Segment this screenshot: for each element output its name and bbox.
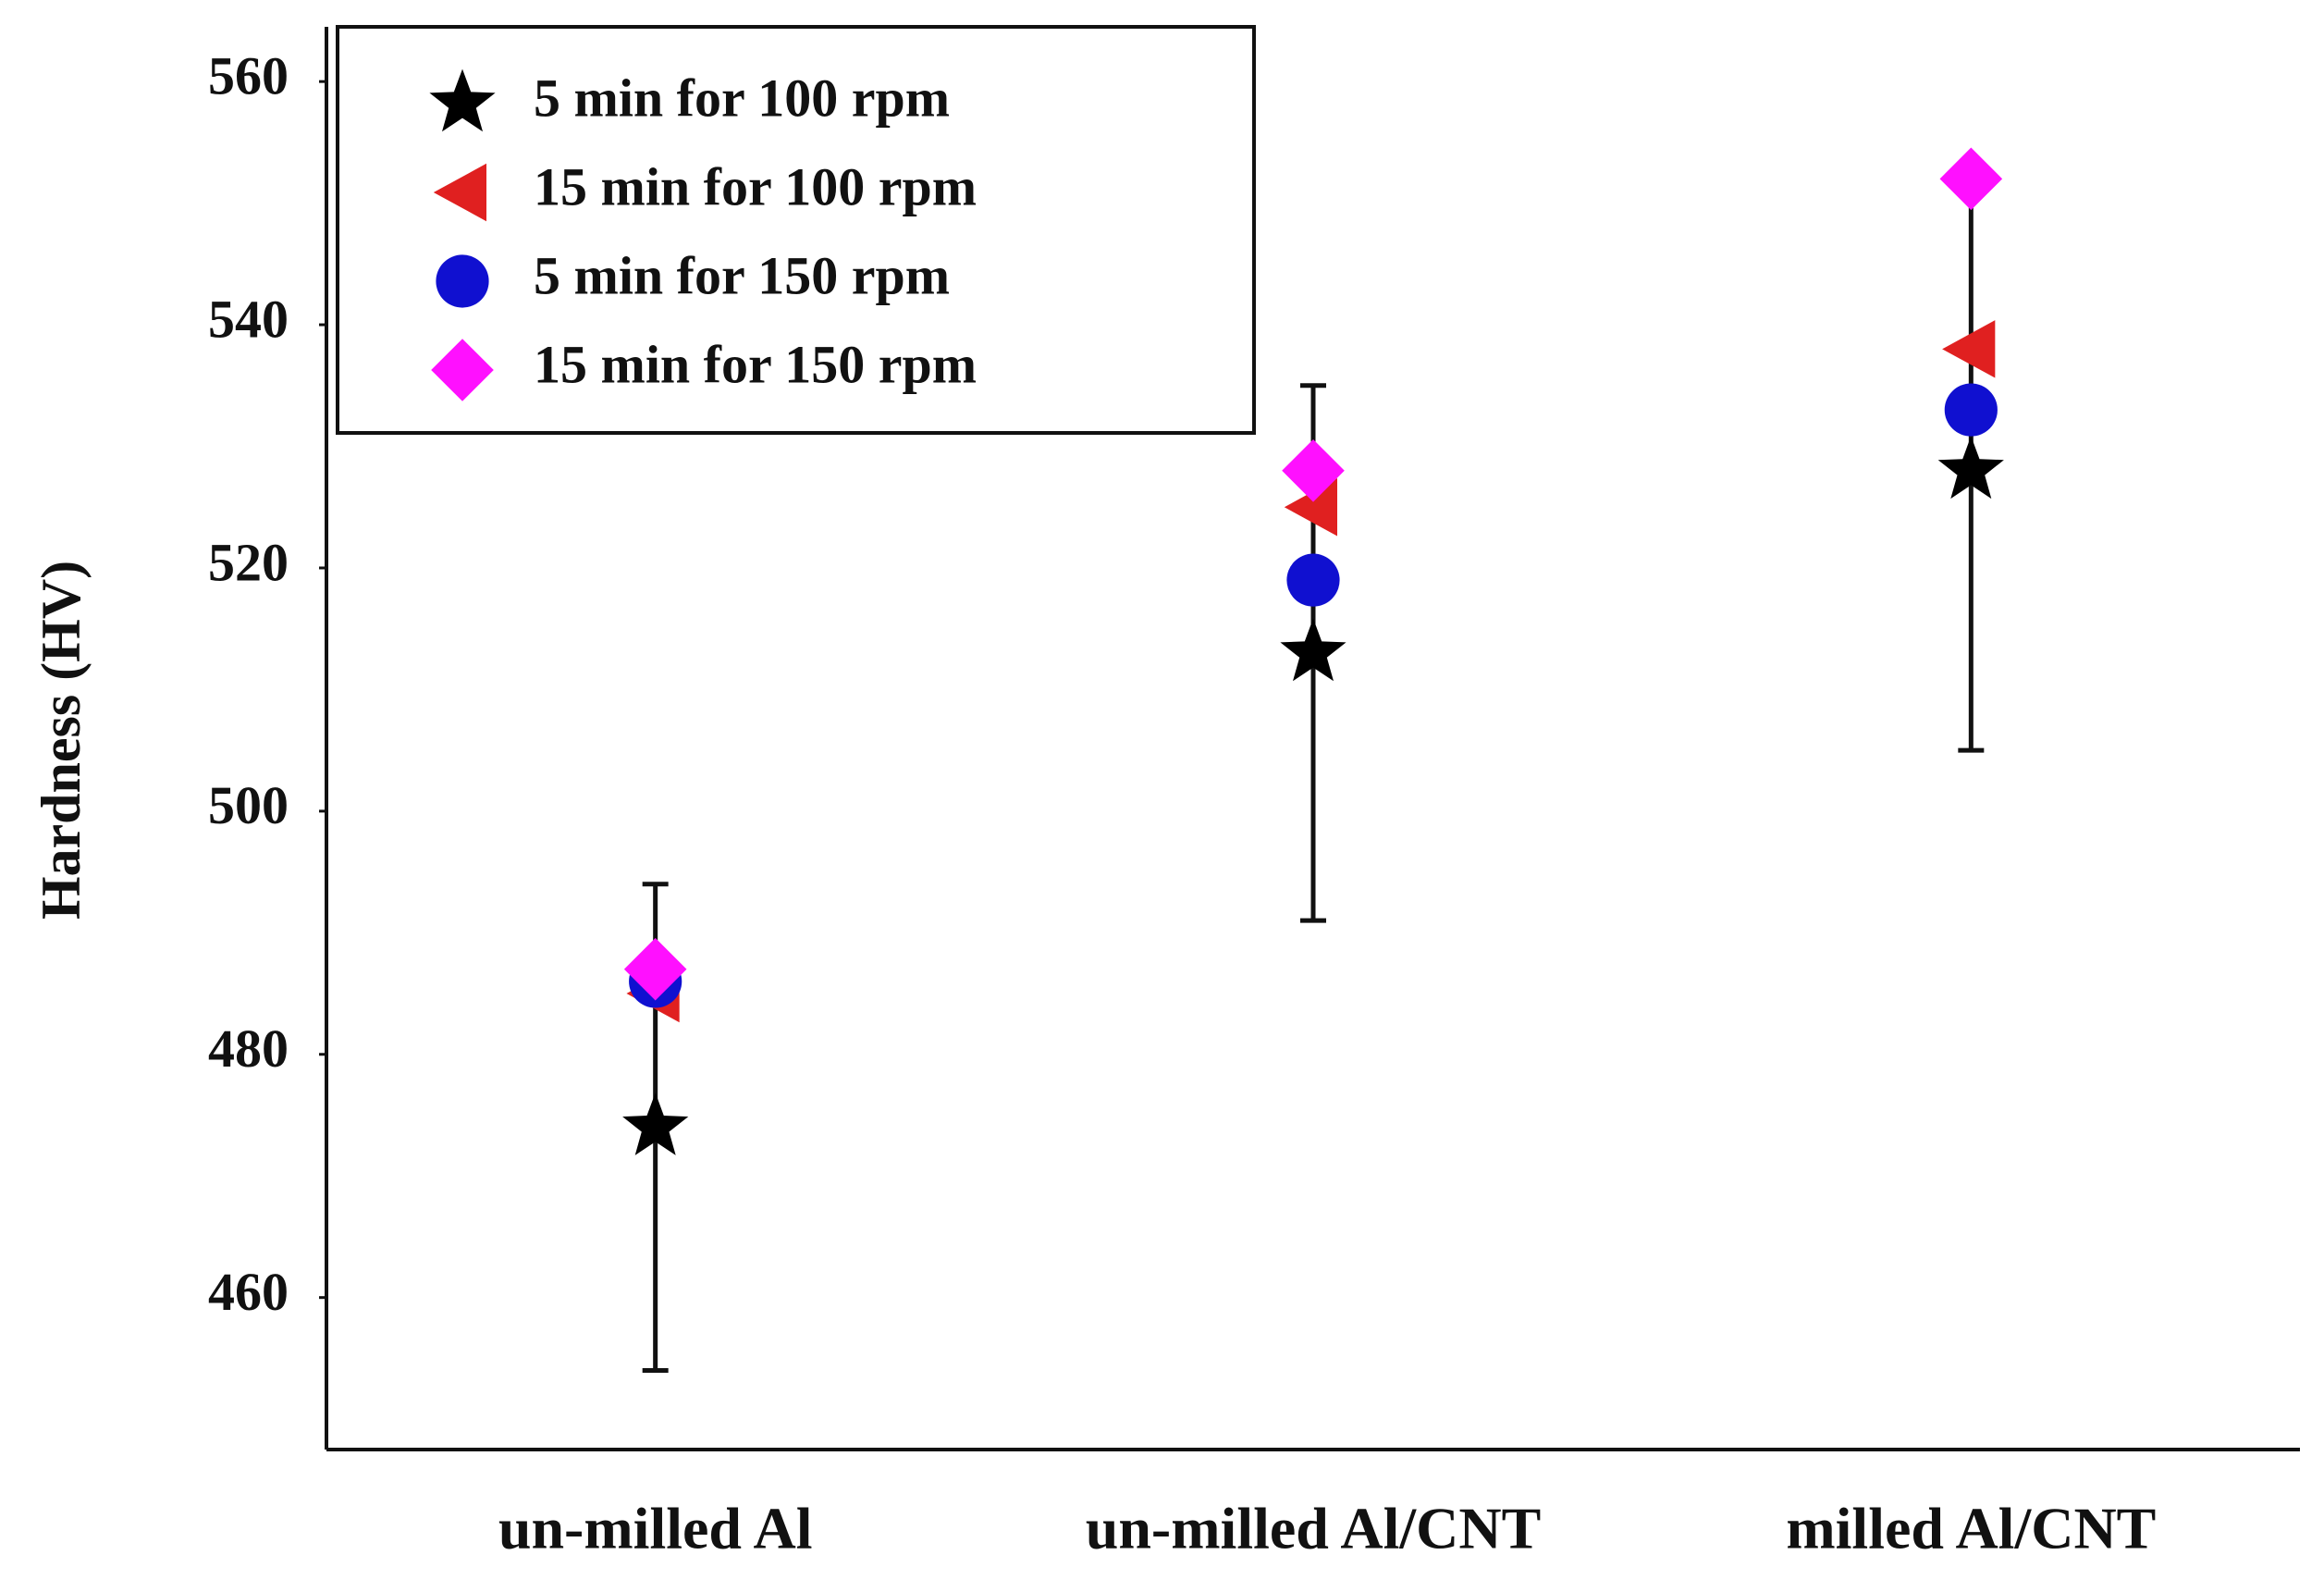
x-tick-label: un-milled Al/CNT [1086,1496,1542,1561]
y-tick-label: 480 [208,1018,289,1079]
y-tick-label: 500 [208,775,289,835]
legend-marker [431,339,494,401]
legend-label: 5 min for 150 rpm [534,245,950,305]
legend-marker [429,68,496,132]
marker [1286,553,1340,607]
marker [1937,436,2004,500]
y-tick-label: 540 [208,289,289,349]
legend: 5 min for 100 rpm 15 min for 100 rpm 5 min… [336,25,1256,435]
x-tick-label: un-milled Al [498,1496,813,1561]
y-tick-label: 460 [208,1262,289,1322]
x-tick-label: milled Al/CNT [1786,1496,2156,1561]
y-tick-label: 560 [208,45,289,105]
legend-label: 15 min for 150 rpm [534,334,977,394]
y-tick-label: 520 [208,532,289,592]
marker [622,1092,689,1155]
legend-label: 15 min for 100 rpm [534,156,977,216]
marker [1282,439,1345,502]
marker [1944,383,1998,437]
marker [1942,320,1996,378]
y-axis-title: Hardness (HV) [31,561,92,919]
legend-marker [436,254,489,308]
marker [1280,618,1346,682]
marker [1284,478,1337,537]
marker [1939,147,2003,211]
marker [623,937,687,1001]
legend-marker [433,163,486,222]
legend-label: 5 min for 100 rpm [534,68,950,128]
